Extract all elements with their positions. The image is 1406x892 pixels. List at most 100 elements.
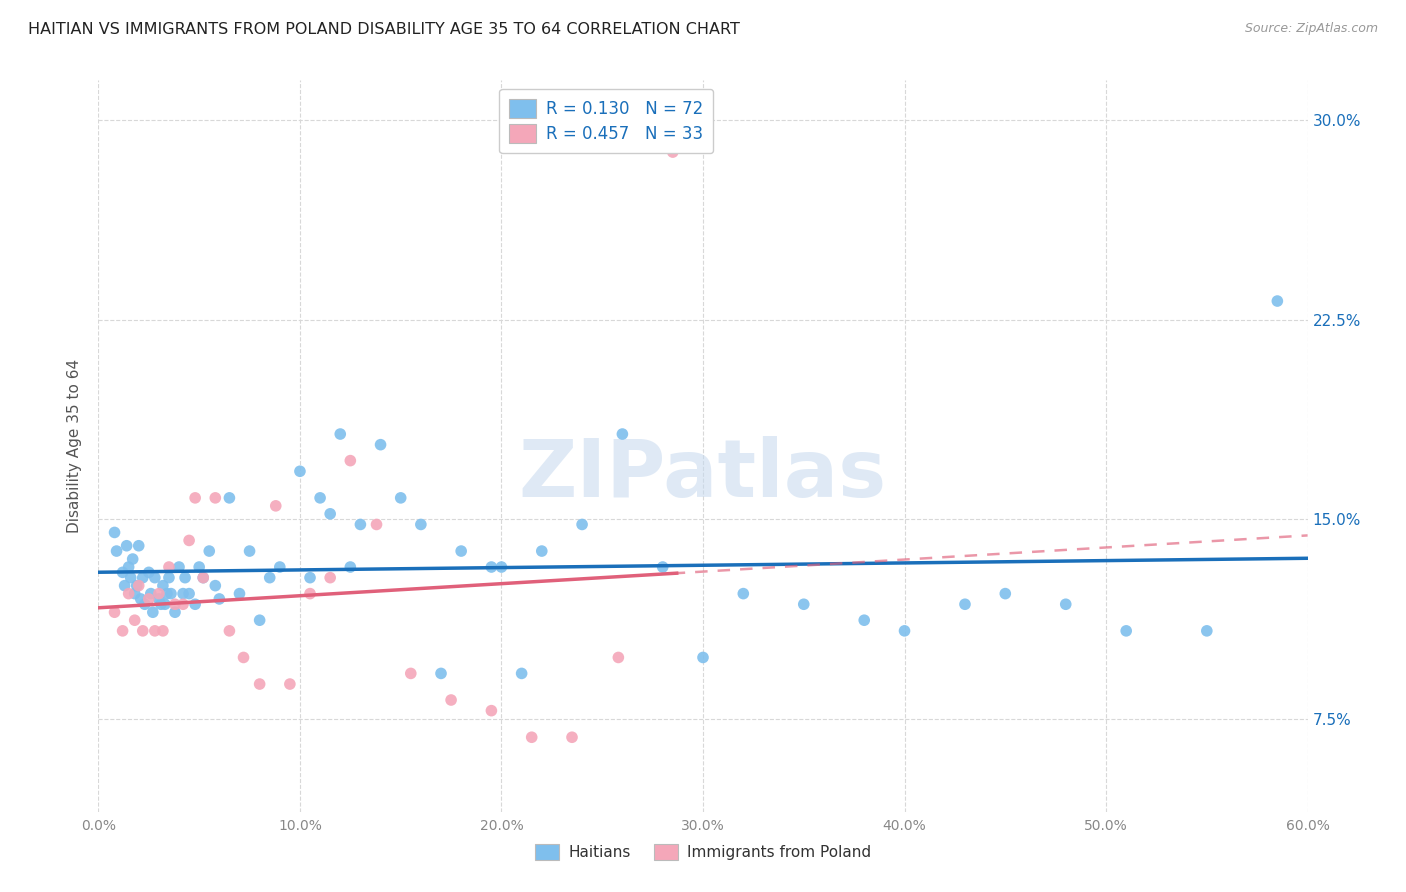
- Point: [319, 571, 342, 585]
- Point: [520, 731, 543, 745]
- Point: [349, 517, 371, 532]
- Point: [278, 677, 301, 691]
- Point: [370, 438, 392, 452]
- Point: [114, 579, 136, 593]
- Point: [120, 571, 142, 585]
- Point: [399, 666, 422, 681]
- Point: [288, 464, 311, 478]
- Point: [198, 544, 221, 558]
- Point: [510, 666, 533, 681]
- Point: [167, 560, 190, 574]
- Point: [184, 491, 207, 505]
- Point: [132, 571, 155, 585]
- Point: [148, 591, 170, 606]
- Point: [179, 533, 201, 548]
- Point: [228, 586, 250, 600]
- Point: [115, 539, 138, 553]
- Point: [329, 427, 352, 442]
- Point: [319, 507, 342, 521]
- Point: [1115, 624, 1137, 638]
- Point: [138, 591, 160, 606]
- Point: [339, 453, 361, 467]
- Point: [157, 571, 180, 585]
- Point: [204, 579, 226, 593]
- Point: [125, 579, 148, 593]
- Point: [153, 597, 176, 611]
- Point: [111, 566, 134, 580]
- Point: [152, 624, 174, 638]
- Point: [128, 539, 150, 553]
- Point: [218, 624, 240, 638]
- Point: [132, 624, 155, 638]
- Point: [149, 597, 172, 611]
- Point: [733, 586, 755, 600]
- Point: [259, 571, 281, 585]
- Point: [662, 145, 685, 160]
- Point: [269, 560, 291, 574]
- Point: [172, 586, 194, 600]
- Point: [249, 613, 271, 627]
- Point: [172, 597, 194, 611]
- Point: [481, 560, 503, 574]
- Point: [491, 560, 513, 574]
- Point: [607, 650, 630, 665]
- Text: HAITIAN VS IMMIGRANTS FROM POLAND DISABILITY AGE 35 TO 64 CORRELATION CHART: HAITIAN VS IMMIGRANTS FROM POLAND DISABI…: [28, 22, 740, 37]
- Point: [163, 597, 186, 611]
- Point: [530, 544, 553, 558]
- Point: [309, 491, 332, 505]
- Point: [143, 571, 166, 585]
- Point: [953, 597, 976, 611]
- Point: [124, 586, 146, 600]
- Point: [157, 560, 180, 574]
- Point: [450, 544, 472, 558]
- Point: [129, 591, 152, 606]
- Point: [174, 571, 197, 585]
- Point: [1267, 293, 1289, 308]
- Point: [134, 597, 156, 611]
- Point: [299, 586, 322, 600]
- Point: [1195, 624, 1218, 638]
- Point: [249, 677, 271, 691]
- Point: [853, 613, 876, 627]
- Point: [232, 650, 254, 665]
- Point: [103, 525, 125, 540]
- Point: [163, 605, 186, 619]
- Y-axis label: Disability Age 35 to 64: Disability Age 35 to 64: [67, 359, 83, 533]
- Point: [128, 579, 150, 593]
- Point: [148, 586, 170, 600]
- Point: [440, 693, 463, 707]
- Point: [111, 624, 134, 638]
- Point: [481, 704, 503, 718]
- Point: [651, 560, 673, 574]
- Point: [239, 544, 262, 558]
- Text: ZIPatlas: ZIPatlas: [519, 436, 887, 515]
- Point: [143, 624, 166, 638]
- Point: [692, 650, 714, 665]
- Point: [561, 731, 583, 745]
- Point: [179, 586, 201, 600]
- Point: [389, 491, 412, 505]
- Point: [208, 591, 231, 606]
- Point: [118, 586, 141, 600]
- Point: [118, 560, 141, 574]
- Point: [160, 586, 183, 600]
- Point: [204, 491, 226, 505]
- Point: [103, 605, 125, 619]
- Point: [152, 579, 174, 593]
- Point: [793, 597, 815, 611]
- Point: [612, 427, 634, 442]
- Text: Source: ZipAtlas.com: Source: ZipAtlas.com: [1244, 22, 1378, 36]
- Point: [1054, 597, 1077, 611]
- Point: [156, 586, 179, 600]
- Point: [121, 552, 143, 566]
- Point: [193, 571, 215, 585]
- Point: [188, 560, 211, 574]
- Point: [893, 624, 915, 638]
- Point: [339, 560, 361, 574]
- Point: [142, 605, 165, 619]
- Point: [409, 517, 432, 532]
- Point: [105, 544, 128, 558]
- Point: [218, 491, 240, 505]
- Point: [299, 571, 322, 585]
- Point: [264, 499, 287, 513]
